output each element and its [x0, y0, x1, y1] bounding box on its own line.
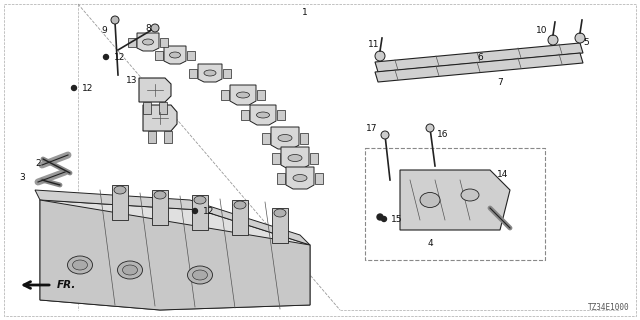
Bar	[160, 38, 168, 47]
Bar	[189, 69, 197, 78]
Polygon shape	[230, 85, 256, 105]
Bar	[164, 131, 172, 143]
Polygon shape	[40, 200, 310, 310]
Ellipse shape	[234, 201, 246, 209]
Bar	[155, 51, 163, 60]
Ellipse shape	[188, 266, 212, 284]
Polygon shape	[250, 105, 276, 125]
Polygon shape	[112, 185, 128, 220]
Polygon shape	[232, 200, 248, 235]
Text: 14: 14	[497, 170, 509, 179]
Text: 2: 2	[35, 158, 41, 167]
Text: 12: 12	[83, 84, 93, 92]
Ellipse shape	[194, 196, 206, 204]
Ellipse shape	[114, 186, 126, 194]
Ellipse shape	[274, 209, 286, 217]
Bar	[272, 153, 280, 164]
Text: 3: 3	[19, 172, 25, 181]
Text: 5: 5	[583, 37, 589, 46]
Polygon shape	[164, 46, 186, 64]
Ellipse shape	[193, 270, 207, 280]
Text: 12: 12	[204, 206, 214, 215]
Ellipse shape	[143, 39, 154, 45]
Polygon shape	[286, 167, 314, 189]
Ellipse shape	[67, 256, 93, 274]
Ellipse shape	[288, 155, 302, 162]
Bar	[310, 153, 318, 164]
Bar	[221, 90, 229, 100]
Text: TZ34E1000: TZ34E1000	[588, 303, 630, 312]
Bar	[187, 51, 195, 60]
Circle shape	[104, 54, 109, 60]
Circle shape	[111, 16, 119, 24]
Bar	[277, 110, 285, 120]
Text: 8: 8	[145, 23, 151, 33]
Ellipse shape	[278, 134, 292, 141]
Circle shape	[151, 24, 159, 32]
Circle shape	[72, 85, 77, 91]
Ellipse shape	[257, 112, 269, 118]
Bar	[257, 90, 265, 100]
Circle shape	[377, 214, 383, 220]
Polygon shape	[35, 190, 310, 245]
Bar	[128, 38, 136, 47]
Bar	[315, 173, 323, 184]
Polygon shape	[375, 53, 583, 82]
Polygon shape	[152, 190, 168, 225]
Ellipse shape	[122, 265, 138, 275]
Text: 13: 13	[126, 76, 138, 84]
Ellipse shape	[420, 193, 440, 207]
Bar	[365, 148, 545, 260]
Bar	[300, 133, 308, 144]
Text: 12: 12	[115, 52, 125, 61]
Polygon shape	[400, 170, 510, 230]
Text: 11: 11	[368, 39, 380, 49]
Bar	[159, 102, 167, 114]
Ellipse shape	[237, 92, 250, 98]
Bar	[277, 173, 285, 184]
Ellipse shape	[204, 70, 216, 76]
Bar	[148, 131, 156, 143]
Polygon shape	[198, 64, 222, 82]
Polygon shape	[375, 43, 583, 72]
Ellipse shape	[293, 174, 307, 181]
Circle shape	[381, 131, 389, 139]
Polygon shape	[143, 105, 177, 131]
Circle shape	[193, 209, 198, 213]
Bar	[262, 133, 270, 144]
Text: 7: 7	[497, 77, 503, 86]
Ellipse shape	[461, 189, 479, 201]
Text: 16: 16	[437, 130, 449, 139]
Circle shape	[575, 33, 585, 43]
Circle shape	[548, 35, 558, 45]
Text: 6: 6	[477, 52, 483, 61]
Polygon shape	[271, 127, 299, 149]
Text: 10: 10	[536, 26, 548, 35]
Bar	[143, 102, 151, 114]
Text: 9: 9	[101, 26, 107, 35]
Text: 1: 1	[302, 7, 308, 17]
Bar	[223, 69, 231, 78]
Polygon shape	[281, 147, 309, 169]
Text: 4: 4	[427, 238, 433, 247]
Polygon shape	[40, 200, 310, 310]
Ellipse shape	[154, 191, 166, 199]
Text: 15: 15	[391, 214, 403, 223]
Circle shape	[381, 217, 387, 221]
Polygon shape	[139, 78, 171, 102]
Text: FR.: FR.	[57, 280, 76, 290]
Ellipse shape	[170, 52, 180, 58]
Bar	[241, 110, 249, 120]
Text: 17: 17	[366, 124, 378, 132]
Ellipse shape	[118, 261, 143, 279]
Circle shape	[375, 51, 385, 61]
Polygon shape	[137, 33, 159, 51]
Polygon shape	[272, 208, 288, 243]
Polygon shape	[192, 195, 208, 230]
Ellipse shape	[72, 260, 88, 270]
Circle shape	[426, 124, 434, 132]
